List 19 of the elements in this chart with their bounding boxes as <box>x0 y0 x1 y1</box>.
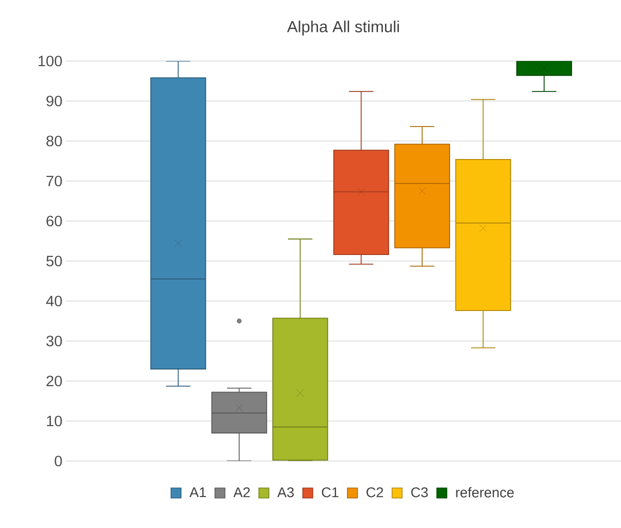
legend-label: A3 <box>277 487 294 498</box>
y-tick-label: 40 <box>46 296 62 306</box>
y-tick-label: 70 <box>46 176 62 186</box>
legend-label: C1 <box>322 487 338 498</box>
legend-label: reference <box>456 487 514 498</box>
y-tick-label: 20 <box>46 376 62 386</box>
y-tick-label: 60 <box>46 216 62 226</box>
y-tick-label: 10 <box>46 416 62 426</box>
chart-title: Alpha All stimuli <box>287 20 399 36</box>
legend-label: C2 <box>366 487 384 498</box>
legend-label: A1 <box>189 487 206 498</box>
y-tick-label: 0 <box>54 456 62 466</box>
y-tick-label: 30 <box>46 336 62 346</box>
legend-label: C3 <box>411 487 428 498</box>
y-tick-label: 100 <box>38 56 62 66</box>
y-tick-label: 50 <box>46 256 62 266</box>
y-tick-label: 90 <box>46 96 62 106</box>
legend-label: A2 <box>233 487 250 498</box>
y-tick-label: 80 <box>46 136 62 146</box>
